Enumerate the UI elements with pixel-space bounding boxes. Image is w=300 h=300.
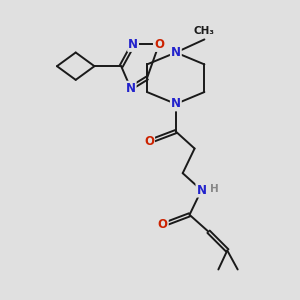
Text: N: N (128, 38, 138, 51)
Text: CH₃: CH₃ (194, 26, 215, 37)
Text: N: N (196, 184, 206, 196)
Text: N: N (126, 82, 136, 95)
Text: N: N (171, 46, 181, 59)
Text: O: O (144, 135, 154, 148)
Text: O: O (158, 218, 168, 231)
Text: O: O (154, 38, 164, 51)
Text: H: H (210, 184, 219, 194)
Text: N: N (171, 98, 181, 110)
